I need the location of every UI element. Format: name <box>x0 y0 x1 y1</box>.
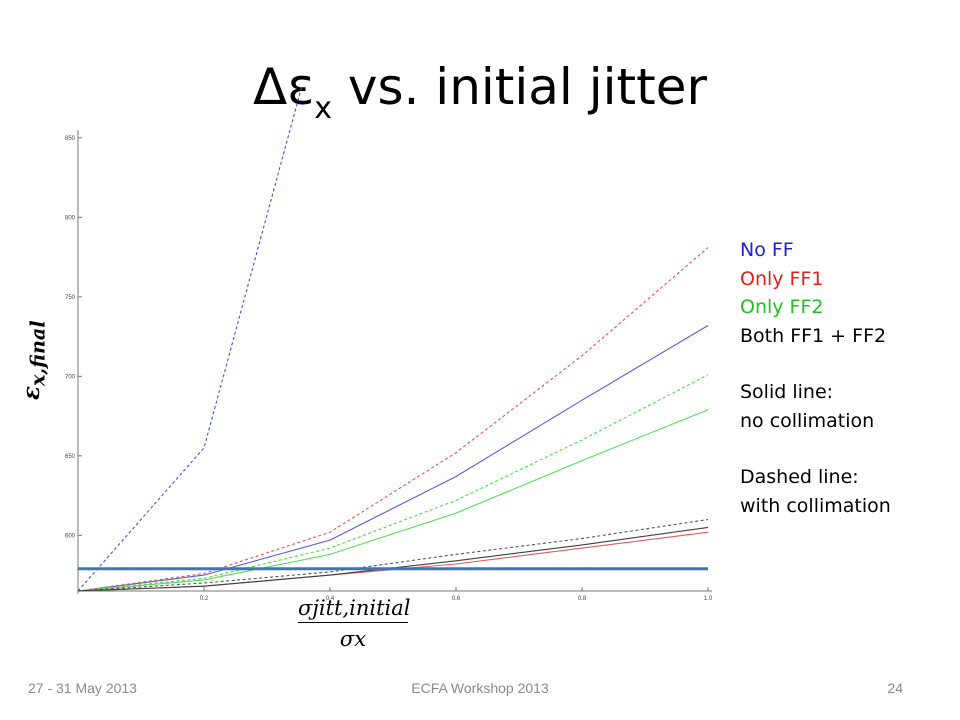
legend-both: Both FF1 + FF2 <box>740 324 887 347</box>
series-line-no-ff-solid <box>77 325 709 592</box>
x-tick-label: 1.0 <box>704 596 713 602</box>
x-axis-label: σjitt,initial σx <box>298 596 410 651</box>
y-axis-label: εx,final <box>18 320 50 400</box>
legend-solid-desc: no collimation <box>740 409 875 432</box>
legend-spacer-2 <box>740 435 891 463</box>
legend-spacer <box>740 350 891 378</box>
series-line-both-ff1-ff2-dashed <box>77 518 709 592</box>
y-tick-label: 750 <box>65 295 76 301</box>
y-tick-label: 800 <box>65 215 76 221</box>
title-main: Δε <box>252 58 315 116</box>
x-tick-label: 0.2 <box>200 596 209 602</box>
x-axis-label-denominator: σx <box>339 627 367 651</box>
legend-solid-title: Solid line: <box>740 381 834 403</box>
slide-title: Δεx vs. initial jitter <box>0 58 960 126</box>
footer-event: ECFA Workshop 2013 <box>411 680 549 696</box>
series-line-no-ff-dashed <box>77 86 303 592</box>
y-tick-label: 700 <box>65 374 76 380</box>
legend: No FF Only FF1 Only FF2 Both FF1 + FF2 S… <box>740 236 891 520</box>
y-tick-label: 650 <box>65 454 76 460</box>
series-line-only-ff2-solid <box>77 409 709 592</box>
footer-page-number: 24 <box>887 680 903 696</box>
y-tick-label: 600 <box>65 533 76 539</box>
footer-date: 27 - 31 May 2013 <box>28 680 137 696</box>
axis-ticks: 0.2 0.4 0.6 0.8 1.0 600 650 700 750 800 850 <box>65 136 713 602</box>
series-lines <box>77 86 709 592</box>
x-axis-label-numerator: σjitt,initial <box>298 596 410 623</box>
x-tick-label: 0.4 <box>326 596 335 602</box>
legend-only-ff2: Only FF2 <box>740 296 824 318</box>
title-rest: vs. initial jitter <box>331 58 708 116</box>
legend-dashed-title: Dashed line: <box>740 466 859 488</box>
legend-dashed-desc: with collimation <box>740 494 891 517</box>
series-line-only-ff1-dashed <box>77 247 709 592</box>
title-subscript: x <box>314 91 332 126</box>
y-tick-label: 850 <box>65 136 76 142</box>
x-tick-label: 0.8 <box>578 596 587 602</box>
y-axis-symbol: ε <box>18 386 45 400</box>
x-tick-label: 0.6 <box>452 596 461 602</box>
y-axis-subscript: x,final <box>26 320 50 387</box>
legend-only-ff1: Only FF1 <box>740 267 824 290</box>
series-line-only-ff2-dashed <box>77 374 709 592</box>
legend-no-ff: No FF <box>740 239 794 261</box>
